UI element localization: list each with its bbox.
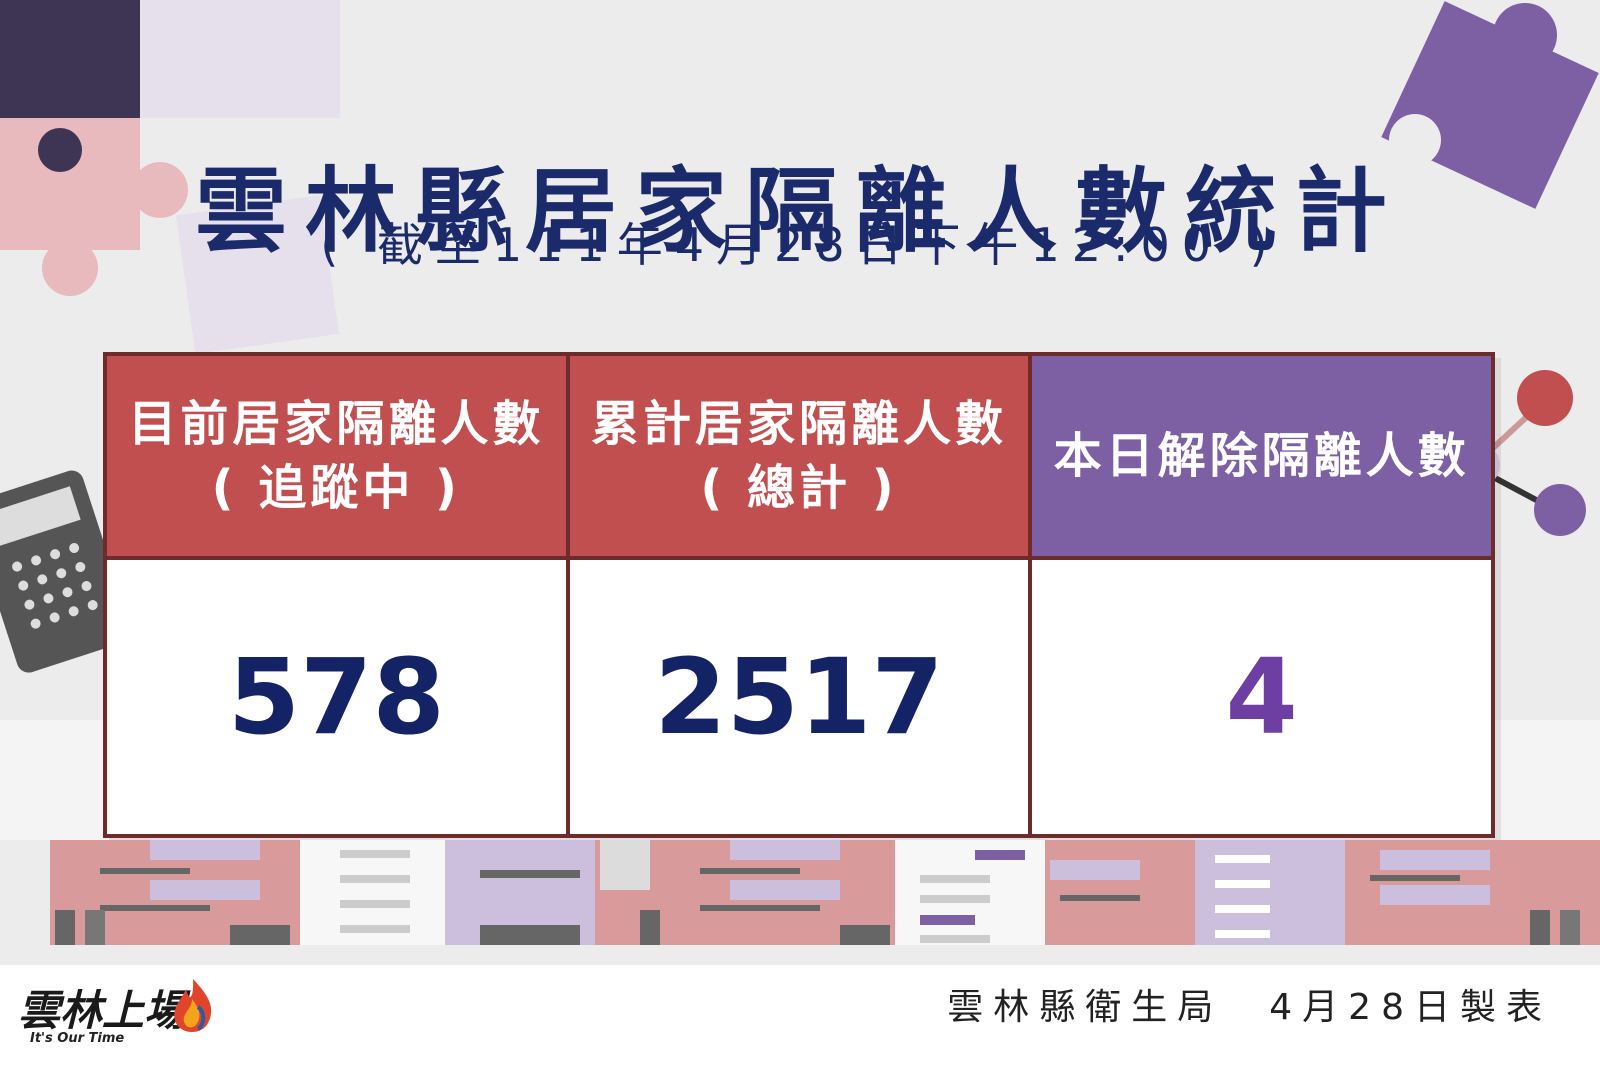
logo-text: 雲林上場 (18, 986, 187, 1035)
stat-header-line1: 本日解除隔離人數 (1053, 428, 1470, 484)
puzzle-piece-icon (0, 0, 340, 355)
flame-logo-icon (174, 979, 212, 1032)
stat-header-line1: 目前居家隔離人數 (128, 396, 545, 452)
stat-header-current: 目前居家隔離人數 ( 追蹤中 ) (107, 356, 566, 560)
decorative-band (50, 840, 1600, 945)
stat-value-cumulative: 2517 (654, 636, 944, 758)
footer-credit: 雲林縣衛生局 4月28日製表 (947, 987, 1552, 1028)
logo-subtitle: It's Our Time (30, 1031, 125, 1046)
page-title: 雲林縣居家隔離人數統計 (194, 157, 1405, 265)
county-logo: 雲林上場 It's Our Time (18, 977, 218, 1057)
calculator-icon (0, 470, 132, 673)
stat-header-line2: ( 追蹤中 ) (211, 460, 461, 516)
page-subtitle: ( 截至111年4月28日下午12:00 ) (320, 218, 1280, 272)
stat-header-line2: ( 總計 ) (700, 460, 898, 516)
stat-header-cumulative: 累計居家隔離人數 ( 總計 ) (569, 356, 1029, 560)
stat-released: 本日解除隔離人數 4 (1028, 356, 1492, 834)
stat-value-released: 4 (1225, 636, 1298, 758)
footer: 雲林上場 It's Our Time 雲林縣衛生局 4月28日製表 (0, 965, 1600, 1067)
stat-current: 目前居家隔離人數 ( 追蹤中 ) 578 (107, 356, 566, 834)
puzzle-piece-icon (1381, 1, 1599, 209)
stats-table: 目前居家隔離人數 ( 追蹤中 ) 578 累計居家隔離人數 ( 總計 ) 251… (103, 352, 1495, 838)
stat-header-released: 本日解除隔離人數 (1032, 356, 1492, 560)
stat-value-current: 578 (227, 636, 445, 758)
stat-cumulative: 累計居家隔離人數 ( 總計 ) 2517 (565, 356, 1029, 834)
stat-header-line1: 累計居家隔離人數 (591, 396, 1008, 452)
